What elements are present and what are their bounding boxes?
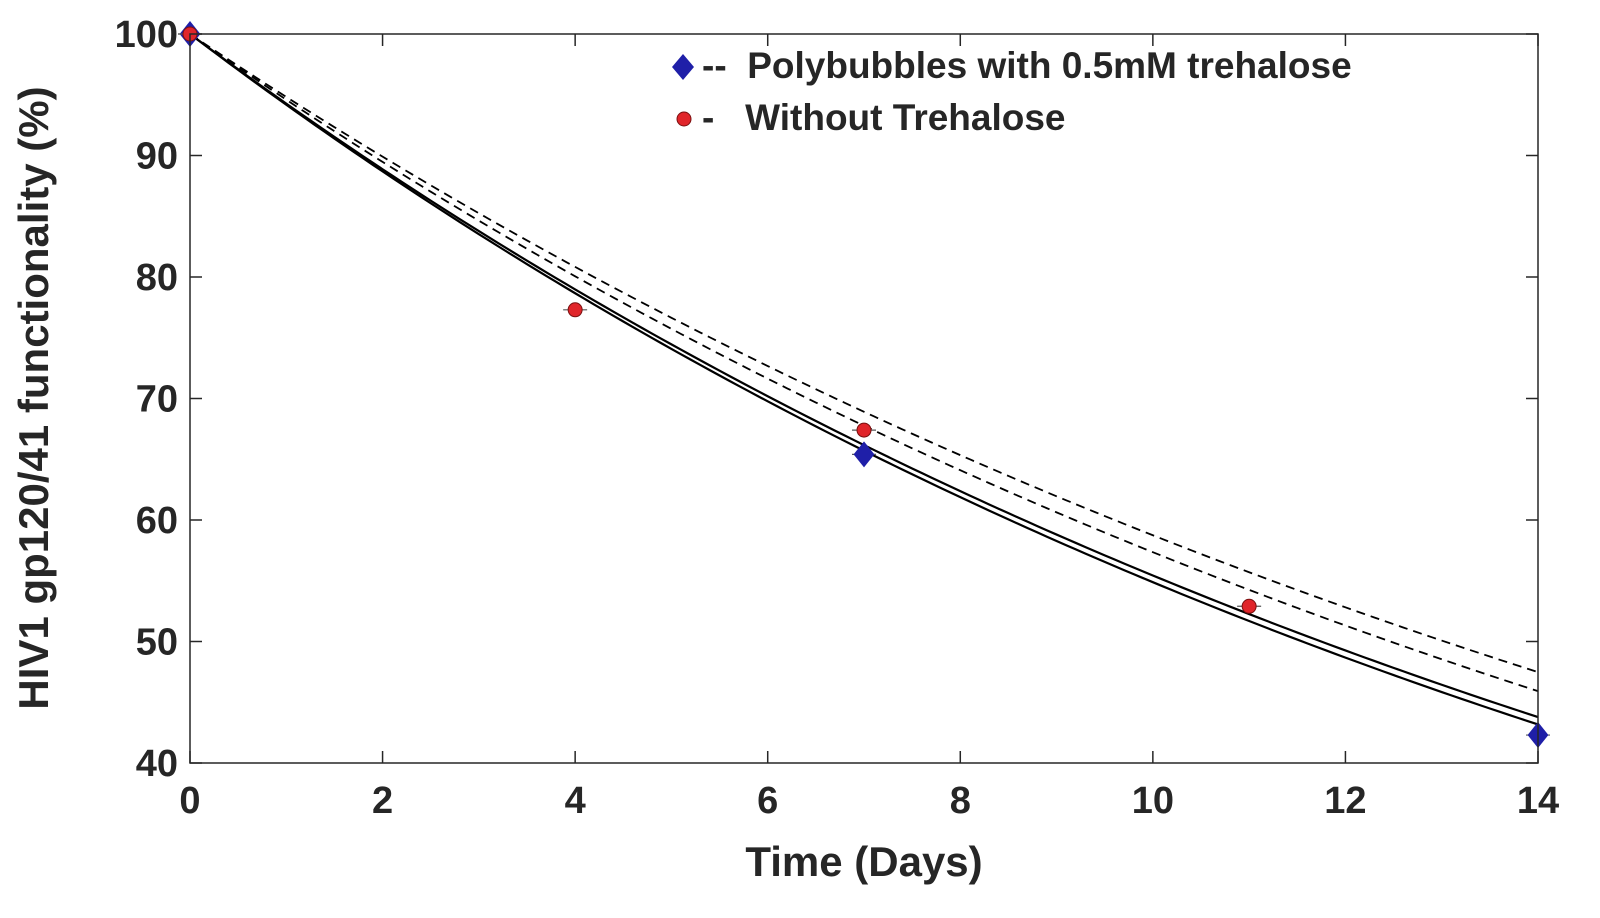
x-tick-label: 12 bbox=[1324, 780, 1366, 822]
y-axis-title: HIV1 gp120/41 functionality (%) bbox=[10, 86, 57, 709]
y-tick-labels: 40 50 60 70 80 90 100 bbox=[115, 14, 178, 785]
x-tick-labels: 0 2 4 6 8 10 12 14 bbox=[179, 780, 1559, 822]
axes-box bbox=[189, 33, 1539, 764]
y-tick-label: 100 bbox=[115, 14, 178, 56]
x-tick-label: 10 bbox=[1132, 780, 1174, 822]
x-tick-label: 4 bbox=[565, 780, 586, 822]
data-point-circle bbox=[856, 422, 872, 438]
x-tick-label: 6 bbox=[757, 780, 778, 822]
x-tick-label: 8 bbox=[950, 780, 971, 822]
legend: -- Polybubbles with 0.5mM trehalose - Wi… bbox=[672, 45, 1352, 138]
legend-label-without-trehalose: - Without Trehalose bbox=[702, 97, 1066, 138]
legend-label-polybubbles: -- Polybubbles with 0.5mM trehalose bbox=[702, 45, 1352, 86]
y-tick-label: 60 bbox=[136, 500, 178, 542]
data-point-diamond bbox=[853, 441, 875, 468]
legend-circle-marker bbox=[676, 111, 692, 127]
x-tick-label: 2 bbox=[372, 780, 393, 822]
data-point-circle bbox=[567, 302, 583, 318]
y-tick-label: 90 bbox=[136, 136, 178, 178]
y-tick-label: 80 bbox=[136, 257, 178, 299]
y-tick-label: 40 bbox=[136, 743, 178, 785]
data-point-circle bbox=[1241, 598, 1257, 614]
legend-diamond-marker bbox=[672, 54, 694, 80]
x-tick-label: 14 bbox=[1517, 780, 1559, 822]
y-tick-label: 70 bbox=[136, 379, 178, 421]
x-tick-label: 0 bbox=[179, 780, 200, 822]
y-tick-label: 50 bbox=[136, 622, 178, 664]
plot-area bbox=[190, 34, 1538, 763]
fit-curve-dashed bbox=[189, 33, 1539, 673]
x-axis-title: Time (Days) bbox=[745, 838, 982, 885]
